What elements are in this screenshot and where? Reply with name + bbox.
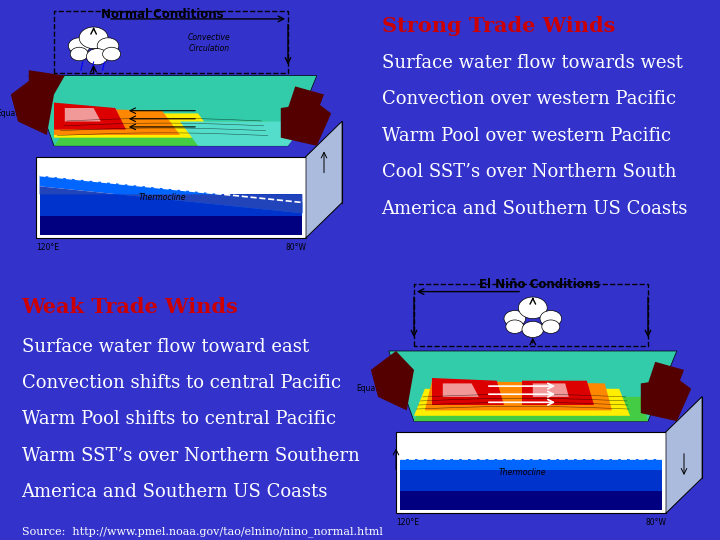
Text: Warm Pool over western Pacific: Warm Pool over western Pacific <box>382 127 671 145</box>
Text: Normal Conditions: Normal Conditions <box>101 8 223 21</box>
Text: Equator: Equator <box>356 384 387 393</box>
Polygon shape <box>180 122 306 146</box>
Circle shape <box>71 47 89 60</box>
Circle shape <box>97 38 119 54</box>
Text: Strong Trade Winds: Strong Trade Winds <box>382 16 615 36</box>
Circle shape <box>79 27 108 49</box>
Circle shape <box>103 47 121 60</box>
Polygon shape <box>396 432 666 513</box>
Polygon shape <box>371 351 414 410</box>
Polygon shape <box>36 157 306 238</box>
Polygon shape <box>666 397 702 513</box>
Text: Equator: Equator <box>0 109 27 118</box>
Polygon shape <box>40 194 302 216</box>
Text: Cool SST’s over Northern South: Cool SST’s over Northern South <box>382 163 676 181</box>
Text: America and Southern US Coasts: America and Southern US Coasts <box>22 483 328 501</box>
Circle shape <box>518 297 547 319</box>
Polygon shape <box>414 389 630 416</box>
Polygon shape <box>522 381 594 405</box>
Polygon shape <box>65 108 101 122</box>
Text: 80°W: 80°W <box>645 518 666 528</box>
Polygon shape <box>443 383 479 397</box>
Polygon shape <box>11 76 54 135</box>
Text: Thermocline: Thermocline <box>498 468 546 477</box>
Text: Convection over western Pacific: Convection over western Pacific <box>382 90 676 109</box>
Circle shape <box>504 310 526 327</box>
Polygon shape <box>306 122 342 238</box>
Circle shape <box>540 310 562 327</box>
Text: America and Southern US Coasts: America and Southern US Coasts <box>382 200 688 218</box>
Polygon shape <box>533 383 569 397</box>
Circle shape <box>522 321 544 338</box>
Polygon shape <box>389 351 677 421</box>
Text: Thermocline: Thermocline <box>138 193 186 201</box>
Polygon shape <box>29 76 317 146</box>
Polygon shape <box>54 122 288 146</box>
Text: Warm Pool shifts to central Pacific: Warm Pool shifts to central Pacific <box>22 410 336 428</box>
Polygon shape <box>54 103 126 130</box>
Circle shape <box>68 38 90 54</box>
Polygon shape <box>40 186 302 213</box>
Polygon shape <box>40 176 302 213</box>
Polygon shape <box>40 216 302 235</box>
Circle shape <box>86 49 108 65</box>
Text: Convective
Circulation: Convective Circulation <box>187 33 230 53</box>
Polygon shape <box>400 470 662 491</box>
Text: 120°E: 120°E <box>36 243 59 252</box>
Text: Source:  http://www.pmel.noaa.gov/tao/elnino/nino_normal.html: Source: http://www.pmel.noaa.gov/tao/eln… <box>22 526 382 537</box>
Polygon shape <box>29 70 65 94</box>
Text: Warm SST’s over Northern Southern: Warm SST’s over Northern Southern <box>22 447 359 465</box>
Text: Surface water flow towards west: Surface water flow towards west <box>382 54 683 72</box>
Circle shape <box>505 320 523 333</box>
Text: El Niño Conditions: El Niño Conditions <box>480 278 600 291</box>
Polygon shape <box>425 381 612 410</box>
Polygon shape <box>400 459 662 470</box>
Polygon shape <box>432 378 504 405</box>
Text: Weak Trade Winds: Weak Trade Winds <box>22 297 238 317</box>
Polygon shape <box>648 362 684 389</box>
Text: Surface water flow toward east: Surface water flow toward east <box>22 338 309 355</box>
Text: 120°E: 120°E <box>396 518 419 528</box>
Polygon shape <box>54 113 216 138</box>
Text: 80°W: 80°W <box>285 243 306 252</box>
Circle shape <box>541 320 560 333</box>
Polygon shape <box>281 103 331 146</box>
Text: Convection shifts to central Pacific: Convection shifts to central Pacific <box>22 374 341 392</box>
Polygon shape <box>54 108 180 135</box>
Polygon shape <box>400 491 662 510</box>
Polygon shape <box>414 397 648 421</box>
Polygon shape <box>641 378 691 421</box>
Polygon shape <box>288 86 324 113</box>
